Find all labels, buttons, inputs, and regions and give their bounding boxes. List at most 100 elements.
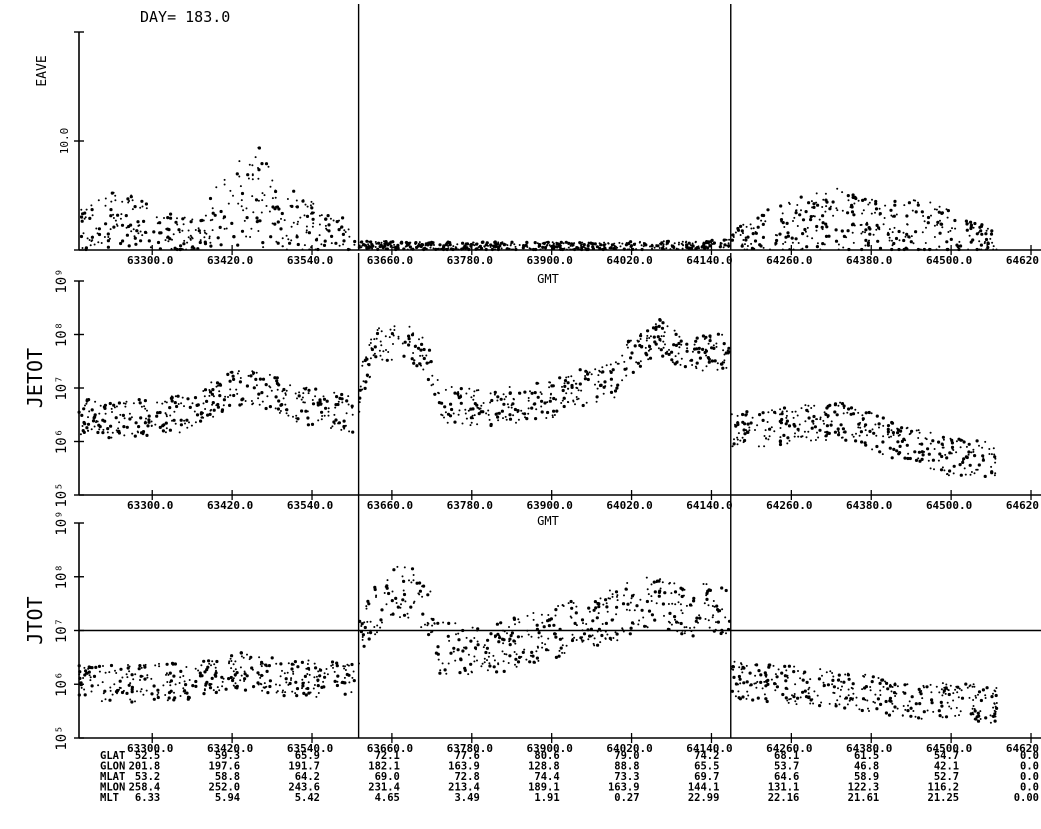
data-point bbox=[906, 223, 909, 226]
data-point bbox=[289, 384, 292, 387]
data-point bbox=[202, 659, 206, 663]
data-point bbox=[127, 201, 130, 204]
data-point bbox=[801, 690, 805, 694]
data-point bbox=[316, 678, 320, 682]
data-point bbox=[261, 377, 266, 381]
data-point bbox=[632, 622, 635, 625]
data-point bbox=[824, 210, 827, 213]
data-point bbox=[290, 677, 293, 680]
ephemeris-table: GLAT 52.5 59.3 65.9 72.1 77.6 80.6 79.0 74.2 68.1… bbox=[100, 750, 1039, 804]
data-point bbox=[167, 673, 170, 676]
data-point bbox=[976, 711, 980, 715]
data-point bbox=[555, 243, 558, 246]
data-point bbox=[347, 228, 350, 231]
data-point bbox=[612, 248, 615, 251]
data-point bbox=[977, 463, 981, 467]
data-point bbox=[624, 587, 628, 591]
data-point bbox=[221, 680, 224, 683]
data-point bbox=[731, 445, 734, 448]
data-point bbox=[325, 399, 329, 403]
data-point bbox=[921, 453, 925, 457]
data-point bbox=[567, 241, 571, 245]
data-point bbox=[883, 217, 886, 219]
data-point bbox=[302, 199, 305, 202]
table-cell: 54.7 bbox=[934, 750, 959, 762]
data-point bbox=[892, 710, 895, 713]
data-point bbox=[459, 401, 463, 405]
data-point bbox=[698, 356, 703, 360]
data-point bbox=[170, 395, 173, 398]
data-point bbox=[106, 427, 110, 431]
data-point bbox=[643, 624, 647, 628]
data-point bbox=[595, 245, 600, 249]
data-point bbox=[707, 360, 711, 364]
data-point bbox=[850, 210, 855, 214]
data-point bbox=[788, 201, 790, 204]
data-point bbox=[89, 679, 92, 682]
data-point bbox=[310, 246, 313, 249]
data-point bbox=[369, 240, 373, 244]
data-point bbox=[947, 474, 950, 477]
data-point bbox=[243, 219, 246, 222]
data-point bbox=[421, 612, 425, 616]
data-point bbox=[502, 642, 505, 645]
data-point bbox=[837, 404, 840, 407]
data-point bbox=[307, 231, 311, 235]
data-point bbox=[376, 631, 378, 634]
data-point bbox=[591, 242, 595, 246]
data-point bbox=[691, 634, 695, 638]
data-point bbox=[859, 426, 862, 429]
data-point bbox=[257, 219, 259, 222]
data-point bbox=[330, 664, 333, 667]
data-point bbox=[249, 374, 253, 378]
data-point bbox=[629, 244, 634, 248]
data-point bbox=[635, 604, 639, 608]
data-point bbox=[581, 629, 584, 632]
data-point bbox=[933, 468, 935, 471]
data-point bbox=[216, 236, 220, 240]
data-point bbox=[594, 368, 597, 371]
data-point bbox=[697, 346, 701, 350]
data-point bbox=[215, 381, 220, 385]
data-point bbox=[292, 672, 295, 675]
data-point bbox=[677, 243, 680, 246]
data-point bbox=[646, 329, 650, 333]
data-point bbox=[87, 416, 89, 419]
data-point bbox=[487, 413, 490, 416]
data-point bbox=[141, 205, 144, 208]
data-point bbox=[581, 636, 584, 639]
data-point bbox=[571, 638, 574, 640]
data-point bbox=[904, 246, 908, 250]
data-point bbox=[82, 420, 86, 425]
data-point bbox=[260, 391, 264, 395]
data-point bbox=[941, 435, 946, 439]
data-point bbox=[569, 248, 572, 251]
data-point bbox=[986, 241, 990, 245]
data-point bbox=[298, 391, 301, 394]
data-point bbox=[750, 227, 753, 230]
data-point bbox=[680, 357, 683, 360]
data-point bbox=[125, 400, 128, 403]
data-point bbox=[587, 606, 591, 610]
data-point bbox=[313, 684, 316, 686]
data-point bbox=[215, 186, 218, 189]
data-point bbox=[332, 666, 334, 669]
data-point bbox=[930, 214, 932, 217]
data-point bbox=[90, 408, 94, 412]
data-point bbox=[631, 370, 635, 374]
data-point bbox=[509, 634, 513, 638]
data-point bbox=[994, 472, 997, 475]
data-point bbox=[523, 412, 527, 416]
data-point bbox=[702, 242, 706, 246]
data-point bbox=[806, 226, 809, 229]
data-point bbox=[956, 691, 959, 694]
data-point bbox=[965, 222, 969, 226]
data-point bbox=[517, 418, 520, 421]
data-point bbox=[274, 407, 277, 410]
data-point bbox=[178, 431, 181, 434]
data-point bbox=[615, 632, 619, 636]
y-tick-label: 10⁷ bbox=[54, 375, 70, 400]
data-point bbox=[953, 218, 957, 223]
x-tick-label: 63300.0 bbox=[127, 499, 173, 512]
data-point bbox=[177, 403, 180, 405]
